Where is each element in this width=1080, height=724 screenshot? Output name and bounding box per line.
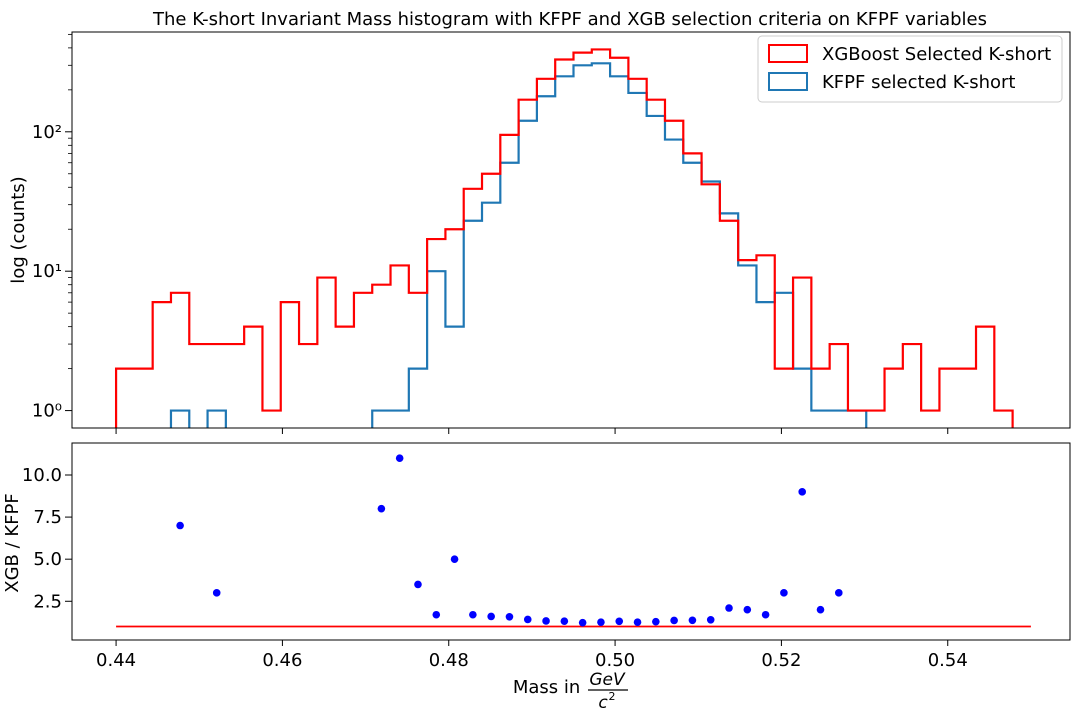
ratio-point [597,618,605,626]
kfpf-histogram-line [169,62,868,428]
ratio-point [615,617,624,626]
ratio-point [798,488,807,496]
x-axis-label: Mass in GeV c 2 [513,670,628,713]
ratio-point [743,605,752,614]
ratio-point [652,617,660,626]
x-axis-label-exponent: 2 [609,690,616,703]
ratio-point [560,617,569,625]
top-y-axis-label: log (counts) [8,176,29,283]
ratio-point [633,618,642,626]
top-x-ticks [115,428,949,434]
x-axis-label-denominator: c [598,693,608,713]
xgboost-histogram-line [114,48,1014,428]
legend-swatch-xgboost [768,44,808,63]
ratio-point [523,615,532,624]
legend-box [757,35,1063,103]
ratio-point [706,615,715,624]
x-tick-label: 0.54 [928,650,968,671]
ratio-point [212,589,221,597]
ratio-point [542,617,550,625]
x-tick-label: 0.48 [429,650,469,671]
ratio-point [450,555,459,563]
bottom-axes-frame [71,442,1071,641]
ratio-point [761,610,770,619]
legend-label-kfpf: KFPF selected K-short [822,72,1015,93]
bottom-y-ticks: 2.5 5.0 7.5 10.0 [22,465,72,612]
bottom-y-tick-label: 5.0 [33,549,62,570]
top-y-tick-label: 10² [32,122,62,143]
x-tick-label: 0.44 [96,650,136,671]
x-axis-label-numerator: GeV [589,670,626,690]
legend: XGBoost Selected K-short KFPF selected K… [757,35,1063,103]
top-y-tick-label: 10⁰ [32,401,62,422]
legend-swatch-kfpf [768,72,808,91]
ratio-point [377,504,386,513]
bottom-y-tick-label: 7.5 [33,507,62,528]
ratio-point [505,612,514,621]
ratio-point [670,616,678,625]
ratio-point [432,610,441,619]
ratio-point [469,610,477,619]
ratio-point [578,618,587,627]
bottom-y-tick-label: 10.0 [22,465,62,486]
ratio-points-group [176,454,843,627]
bottom-ratio-panel: 2.5 5.0 7.5 10.0 0.44 0.46 0.48 0.50 0.52 0.54 X… [2,442,1071,713]
ratio-point [780,589,788,597]
bottom-y-tick-label: 2.5 [33,591,62,612]
ratio-point [816,605,825,614]
top-histogram-panel: 10⁰ 10¹ 10² log (counts) XGBoost Selected … [8,31,1071,434]
bottom-y-axis-label: XGB / KFPF [2,493,23,593]
ratio-point [834,589,843,597]
x-tick-label: 0.50 [595,650,635,671]
ratio-point [395,454,404,462]
histogram-series-group [114,48,1014,428]
bottom-x-ticks: 0.44 0.46 0.48 0.50 0.52 0.54 [96,640,968,671]
x-tick-label: 0.46 [262,650,302,671]
ratio-point [176,521,184,530]
x-tick-label: 0.52 [761,650,801,671]
ratio-point [414,580,422,589]
ratio-point [487,612,495,621]
top-y-ticks: 10⁰ 10¹ 10² [32,33,72,422]
ratio-point [725,604,733,612]
top-axes-frame [71,31,1071,429]
chart-title: The K-short Invariant Mass histogram wit… [152,9,987,30]
x-axis-label-text: Mass in [513,677,586,698]
top-y-tick-label: 10¹ [32,261,62,282]
ratio-point [688,616,697,625]
legend-label-xgboost: XGBoost Selected K-short [822,44,1051,65]
